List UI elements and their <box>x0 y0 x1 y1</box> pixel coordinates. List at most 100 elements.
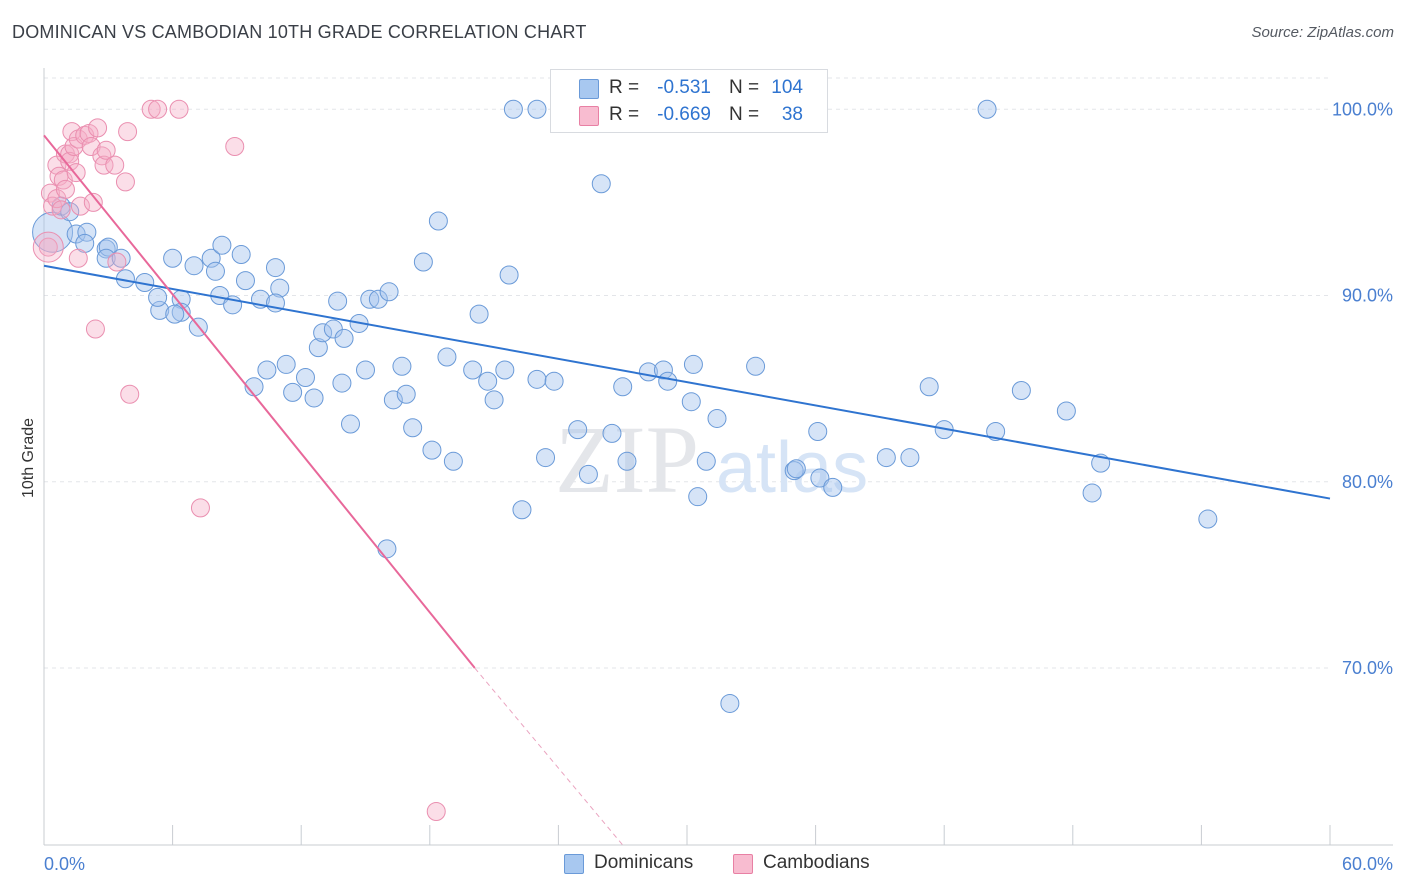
dominican-point <box>96 248 116 268</box>
dominican-point <box>356 360 375 380</box>
dominican-point <box>148 287 168 307</box>
bottom-legend-label-dominicans: Dominicans <box>594 852 694 873</box>
y-tick-label: 80.0% <box>1342 472 1393 492</box>
trend-lines <box>43 134 1331 846</box>
dominican-point <box>334 328 354 348</box>
dominican-point <box>653 360 673 380</box>
cambodian-point <box>51 200 71 220</box>
dominican-point <box>308 338 328 358</box>
dominican-point <box>231 245 251 265</box>
dominican-point <box>688 487 708 507</box>
cambodian-point <box>148 99 168 119</box>
dominican-point <box>463 360 483 380</box>
dominican-point <box>165 304 185 324</box>
x-tick-label: 60.0% <box>1342 854 1393 874</box>
legend-r-label: R = <box>609 104 640 125</box>
dominican-point <box>304 388 324 408</box>
dominican-point <box>276 354 296 374</box>
cambodian-point <box>83 192 103 212</box>
dominican-point <box>527 99 547 119</box>
dominican-point <box>986 421 1006 441</box>
dominican-point <box>163 248 183 268</box>
dominican-point <box>270 278 290 298</box>
dominican-point <box>443 451 463 471</box>
dominican-point <box>512 500 532 520</box>
dominican-point <box>707 408 727 428</box>
dominican-point <box>396 384 416 404</box>
cambodian-point <box>62 122 82 142</box>
dominican-point <box>383 390 403 410</box>
dominican-point <box>808 421 828 441</box>
dominican-point <box>403 418 423 438</box>
dominican-point <box>720 693 740 713</box>
cambodian-point <box>115 172 135 192</box>
dominican-point <box>478 371 498 391</box>
dominican-point <box>527 369 547 389</box>
dominican-point <box>536 448 556 468</box>
dominican-point <box>332 373 352 393</box>
cambodian-point <box>118 122 138 142</box>
dominican-point <box>235 271 255 291</box>
dominican-point <box>613 377 633 397</box>
legend-row-cambodians: R = -0.669 N = 38 <box>551 102 827 128</box>
y-tick-label: 70.0% <box>1342 658 1393 678</box>
dominican-point <box>746 356 766 376</box>
dominican-point <box>392 356 412 376</box>
cambodian-point <box>120 384 140 404</box>
bottom-legend-label-cambodians: Cambodians <box>763 852 870 873</box>
watermark: ZIP atlas <box>555 406 868 513</box>
cambodian-point <box>107 252 127 272</box>
cambodian-point <box>38 237 58 257</box>
legend-r-value: -0.531 <box>657 77 711 98</box>
legend-n-value: 104 <box>771 77 803 98</box>
bottom-legend-swatch-cambodians <box>733 854 753 874</box>
cambodian-point <box>68 248 88 268</box>
dominican-point <box>919 377 939 397</box>
legend-n-value: 38 <box>781 104 803 125</box>
data-points <box>32 99 1218 821</box>
chart-title: DOMINICAN VS CAMBODIAN 10TH GRADE CORREL… <box>12 22 587 42</box>
dominican-point <box>484 390 504 410</box>
dominican-point <box>428 211 448 231</box>
dominican-point <box>810 468 830 488</box>
dominican-point <box>265 258 285 278</box>
dominican-point <box>171 302 191 322</box>
dominican-point <box>1198 509 1218 529</box>
dominican-point <box>617 451 637 471</box>
dominican-point <box>313 323 333 343</box>
dominican-point <box>257 360 277 380</box>
dominican-point <box>368 289 388 309</box>
dominican-point <box>422 440 442 460</box>
dominican-point <box>205 261 225 281</box>
cambodian-point <box>105 155 125 175</box>
cambodian-point <box>225 137 245 157</box>
cambodian-point <box>70 196 90 216</box>
dominican-point <box>1011 381 1031 401</box>
watermark-zip: ZIP <box>555 406 699 513</box>
dominican-point <box>495 360 515 380</box>
cambodian-point <box>60 151 80 171</box>
dominican-point <box>499 265 519 285</box>
dominican-point <box>568 420 588 440</box>
dominican-point <box>184 256 204 276</box>
dominican-point <box>977 99 997 119</box>
watermark-atlas: atlas <box>716 428 868 508</box>
cambodian-point <box>94 155 114 175</box>
legend-swatch-dominicans <box>579 79 599 99</box>
cambodian-trend-line <box>43 134 476 669</box>
y-tick-label: 90.0% <box>1342 286 1393 306</box>
dominican-point <box>876 448 896 468</box>
y-axis-label: 10th Grade <box>20 418 37 498</box>
dominican-point <box>328 291 348 311</box>
dominican-point <box>823 477 843 497</box>
dominican-point <box>1082 483 1102 503</box>
dominican-point <box>413 252 433 272</box>
x-tick-label: 0.0% <box>44 854 85 874</box>
cambodian-point <box>141 99 161 119</box>
dominican-point <box>696 451 716 471</box>
cambodian-point <box>426 801 446 821</box>
legend-swatch-cambodians <box>579 106 599 126</box>
dominican-point <box>591 174 611 194</box>
source-label: Source: ZipAtlas.com <box>1251 24 1394 41</box>
dominican-point <box>469 304 489 324</box>
